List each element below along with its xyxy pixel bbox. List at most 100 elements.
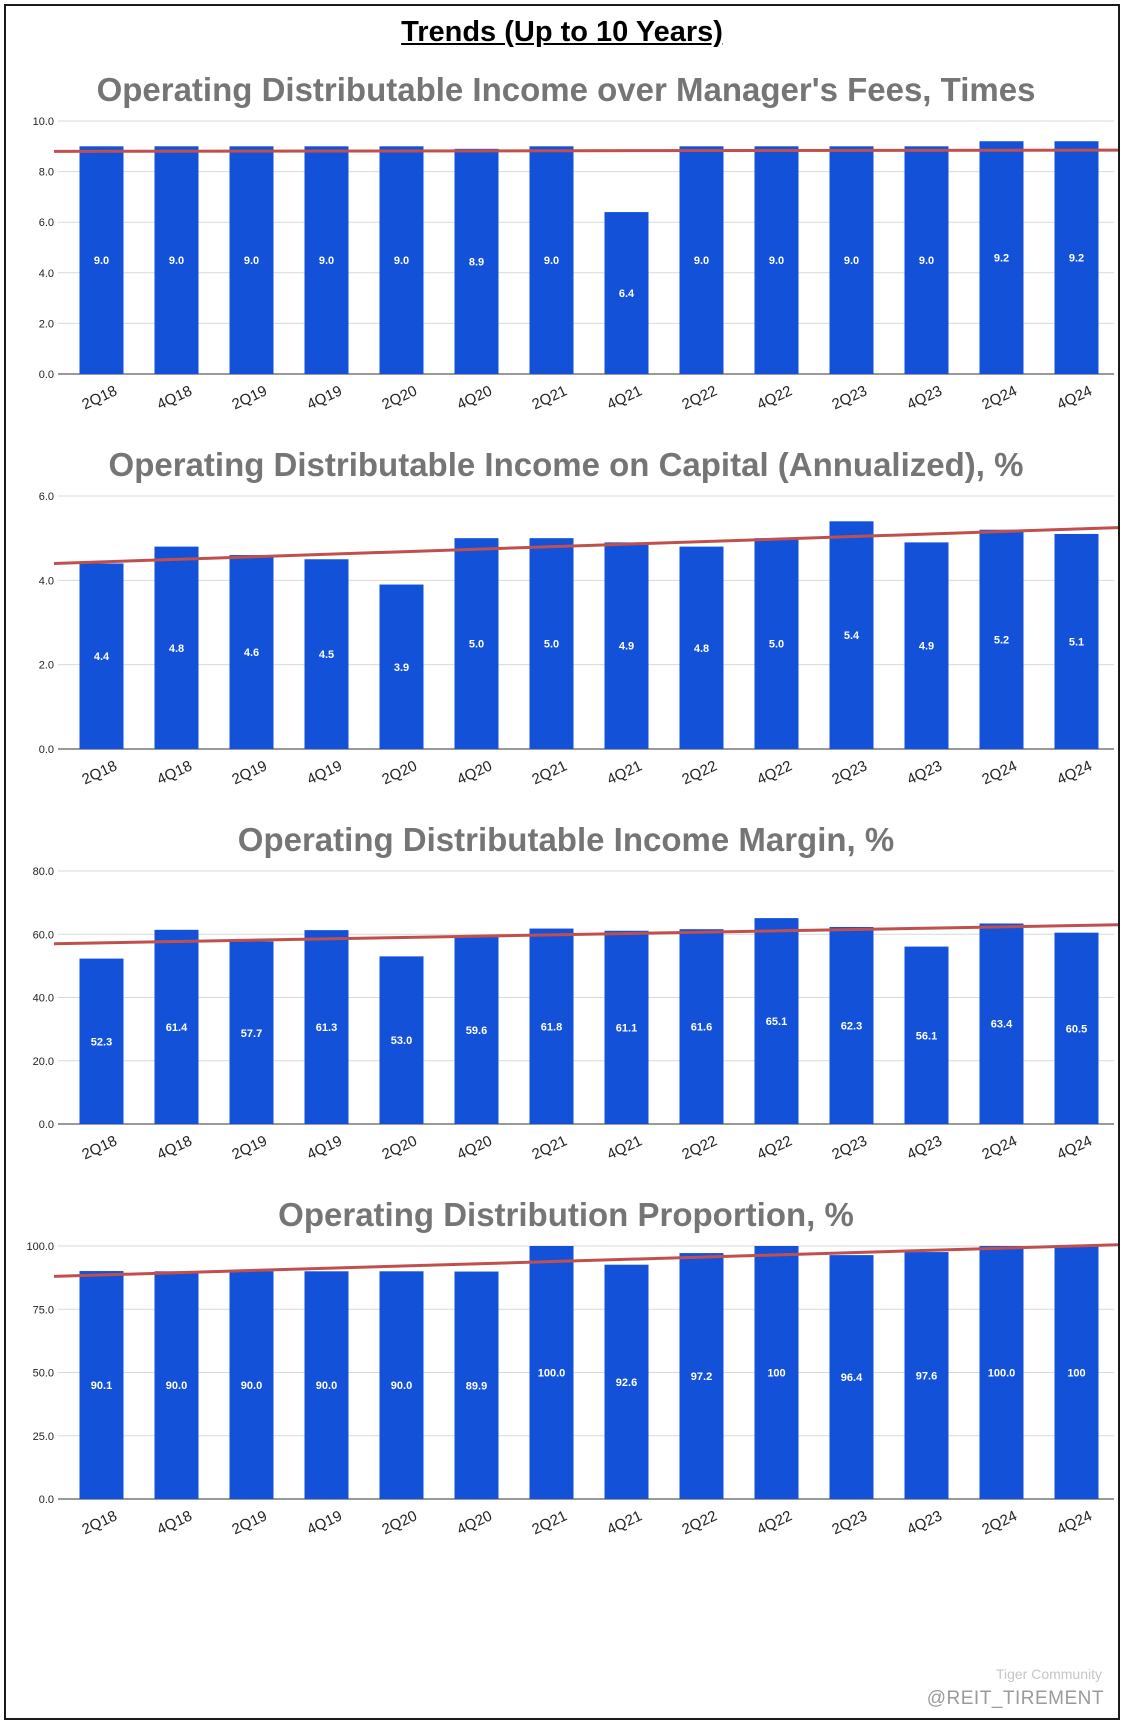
- bar: [829, 1255, 874, 1499]
- bar: [529, 928, 574, 1124]
- page-frame: Trends (Up to 10 Years) Operating Distri…: [4, 4, 1120, 1720]
- watermark: @REIT_TIREMENT: [926, 1688, 1104, 1709]
- x-tick-label: 2Q18: [79, 1507, 119, 1538]
- x-tick-label: 4Q24: [1054, 757, 1094, 788]
- x-tick-label: 2Q19: [229, 1507, 269, 1538]
- x-tick-label: 2Q23: [829, 1507, 869, 1538]
- bar: [829, 521, 874, 749]
- x-tick-label: 2Q24: [979, 1132, 1019, 1163]
- bar: [79, 958, 124, 1124]
- bar: [154, 546, 199, 749]
- x-tick-label: 4Q24: [1054, 1507, 1094, 1538]
- x-tick-label: 2Q18: [79, 382, 119, 413]
- y-tick-label: 75.0: [33, 1304, 54, 1316]
- x-tick-label: 2Q23: [829, 1132, 869, 1163]
- data-label: 9.0: [769, 255, 784, 267]
- x-tick-label: 2Q21: [529, 1132, 569, 1163]
- data-label: 9.2: [1069, 253, 1084, 265]
- y-tick-label: 25.0: [33, 1431, 54, 1443]
- data-label: 4.4: [94, 651, 110, 663]
- x-tick-label: 2Q22: [679, 1132, 719, 1163]
- bar: [379, 584, 424, 749]
- data-label: 96.4: [841, 1372, 863, 1384]
- x-tick-label: 4Q22: [754, 757, 794, 788]
- x-tick-label: 2Q19: [229, 1132, 269, 1163]
- x-tick-label: 2Q21: [529, 757, 569, 788]
- bar: [979, 529, 1024, 749]
- x-tick-label: 4Q18: [154, 757, 194, 788]
- data-label: 57.7: [241, 1028, 262, 1040]
- trend-line: [53, 923, 1119, 946]
- y-tick-label: 0.0: [39, 1119, 54, 1131]
- x-tick-label: 4Q21: [604, 1132, 644, 1163]
- x-tick-label: 4Q22: [754, 1507, 794, 1538]
- bar: [754, 146, 799, 374]
- bar: [904, 542, 949, 749]
- y-tick-label: 20.0: [33, 1056, 54, 1068]
- data-label: 56.1: [916, 1030, 937, 1042]
- x-tick-label: 4Q18: [154, 382, 194, 413]
- data-label: 5.2: [994, 634, 1009, 646]
- bar: [829, 926, 874, 1124]
- data-label: 92.6: [616, 1377, 637, 1389]
- bar: [454, 1271, 499, 1499]
- y-tick-label: 6.0: [39, 491, 54, 503]
- trend-line: [53, 526, 1119, 565]
- bar: [679, 1253, 724, 1499]
- chart-title: Operating Distributable Income Margin, %: [238, 821, 894, 858]
- bar: [379, 1271, 424, 1499]
- trend-line: [53, 148, 1119, 153]
- bar: [304, 559, 349, 749]
- data-label: 53.0: [391, 1035, 412, 1047]
- bar: [754, 538, 799, 749]
- bar: [829, 146, 874, 374]
- x-tick-label: 4Q20: [454, 1132, 494, 1163]
- y-tick-label: 0.0: [39, 369, 54, 381]
- data-label: 4.9: [919, 641, 934, 653]
- y-tick-label: 10.0: [33, 116, 54, 128]
- y-tick-label: 0.0: [39, 744, 54, 756]
- y-tick-label: 100.0: [26, 1241, 54, 1253]
- y-tick-label: 6.0: [39, 217, 54, 229]
- bar: [754, 918, 799, 1124]
- x-tick-label: 4Q19: [304, 382, 344, 413]
- data-label: 52.3: [91, 1036, 112, 1048]
- data-label: 9.0: [394, 255, 409, 267]
- bar: [1054, 533, 1099, 749]
- bar: [1054, 141, 1099, 374]
- data-label: 90.0: [241, 1380, 262, 1392]
- data-label: 59.6: [466, 1025, 487, 1037]
- data-label: 100.0: [988, 1368, 1016, 1380]
- x-tick-label: 4Q22: [754, 382, 794, 413]
- bar: [379, 146, 424, 374]
- x-tick-label: 2Q22: [679, 757, 719, 788]
- bar: [979, 923, 1024, 1124]
- bar: [679, 929, 724, 1124]
- x-tick-label: 4Q21: [604, 757, 644, 788]
- x-tick-label: 2Q22: [679, 1507, 719, 1538]
- bar: [229, 555, 274, 749]
- data-label: 65.1: [766, 1016, 787, 1028]
- chart-title: Operating Distribution Proportion, %: [278, 1196, 854, 1233]
- page-title: Trends (Up to 10 Years): [401, 16, 723, 48]
- x-tick-label: 2Q21: [529, 1507, 569, 1538]
- x-tick-label: 2Q18: [79, 1132, 119, 1163]
- bar: [679, 146, 724, 374]
- y-tick-label: 50.0: [33, 1368, 54, 1380]
- bar: [604, 1264, 649, 1499]
- chart-title: Operating Distributable Income over Mana…: [97, 71, 1036, 108]
- bar: [454, 538, 499, 749]
- x-tick-label: 2Q22: [679, 382, 719, 413]
- data-label: 4.5: [319, 649, 334, 661]
- data-label: 62.3: [841, 1020, 862, 1032]
- x-tick-label: 4Q18: [154, 1507, 194, 1538]
- data-label: 4.6: [244, 647, 259, 659]
- data-label: 5.0: [544, 639, 559, 651]
- y-tick-label: 60.0: [33, 929, 54, 941]
- y-tick-label: 2.0: [39, 318, 54, 330]
- data-label: 100.0: [538, 1368, 566, 1380]
- x-tick-label: 2Q19: [229, 757, 269, 788]
- x-tick-label: 4Q23: [904, 382, 944, 413]
- x-tick-label: 4Q19: [304, 1132, 344, 1163]
- data-label: 5.0: [769, 639, 784, 651]
